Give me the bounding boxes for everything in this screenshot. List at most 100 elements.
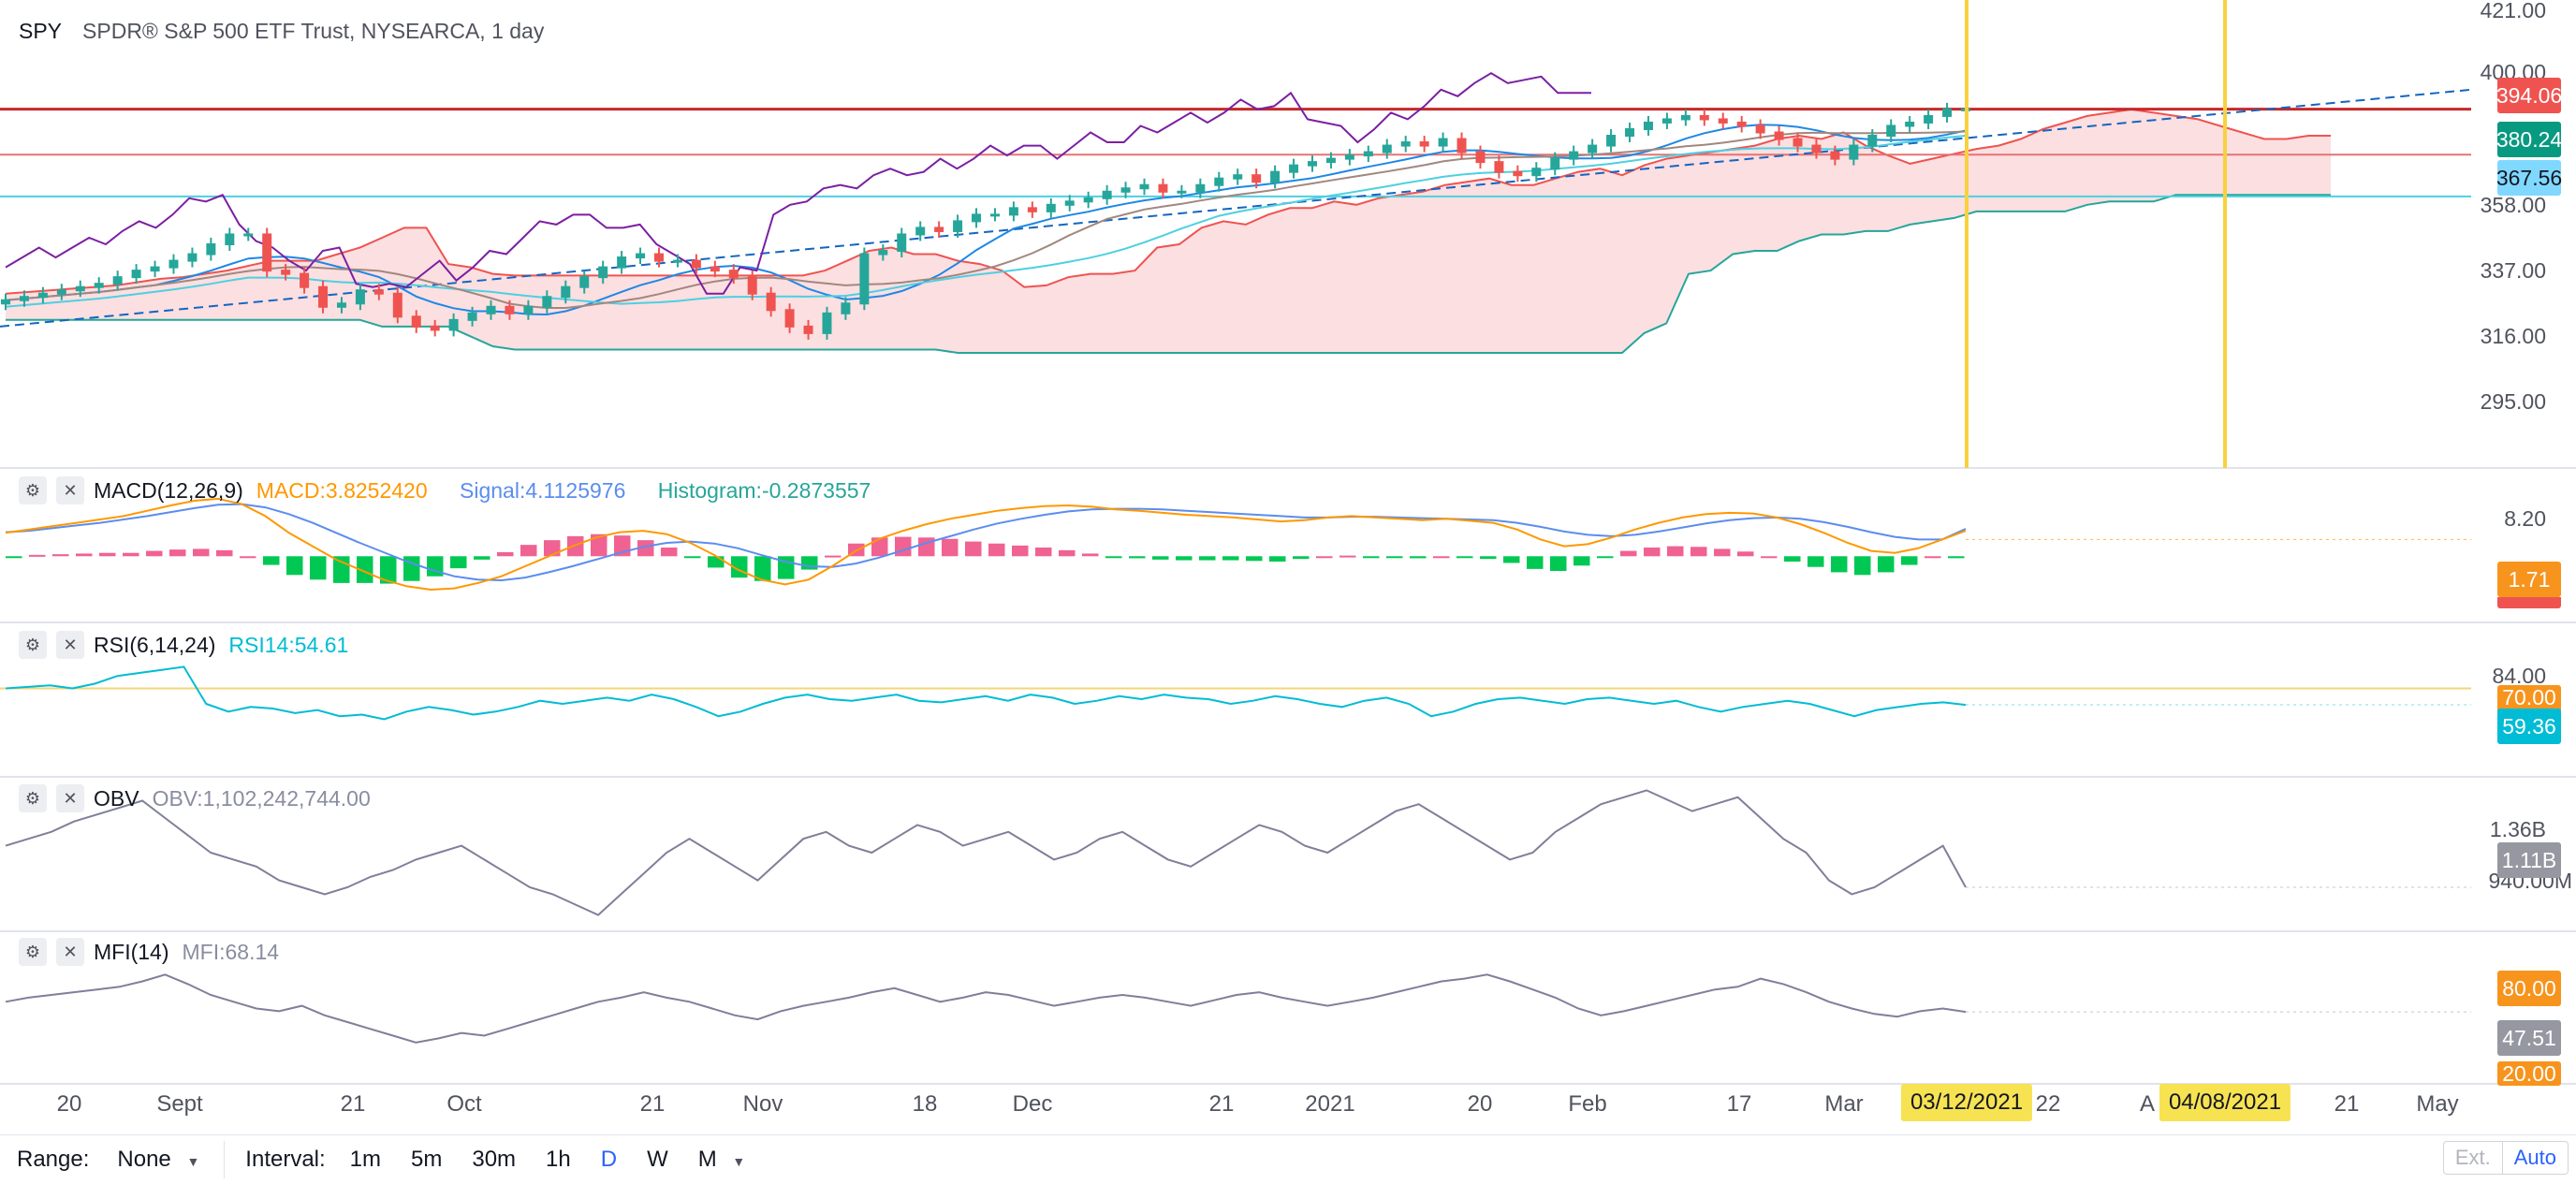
histogram-bar [146,550,163,557]
histogram-bar [1246,556,1263,562]
candle-body [915,227,926,236]
histogram-bar [661,548,678,557]
symbol-description: SPDR® S&P 500 ETF Trust, NYSEARCA, 1 day [82,19,545,43]
histogram-bar [1854,556,1871,576]
candle-body [300,272,310,288]
candle-body [1905,121,1915,127]
candle-body [1942,108,1953,117]
candle-body [1363,151,1373,157]
candle-body [1419,141,1429,147]
macd-value: MACD:3.8252420 [256,477,428,503]
mfi-title: MFI(14) [94,939,169,964]
candle-body [467,312,477,321]
histogram-bar [1550,556,1567,571]
histogram-bar [286,556,303,576]
histogram-bar [6,556,22,559]
close-icon[interactable]: ✕ [56,938,84,966]
histogram-bar [99,552,116,557]
time-tick: 20 [56,1091,82,1117]
candle-body [542,296,552,308]
histogram-bar [684,556,701,559]
histogram-bar [380,556,397,584]
interval-w[interactable]: W [647,1147,668,1172]
time-tick: 17 [1726,1091,1752,1117]
ma-fast-line [5,124,1967,316]
time-tick: 21 [1208,1091,1235,1117]
candle-body [1755,124,1765,134]
time-tick: Oct [446,1091,482,1117]
interval-m-label: M [697,1147,717,1172]
time-tick: 21 [639,1091,666,1117]
interval-30m[interactable]: 30m [472,1147,517,1172]
histogram-bar [1105,556,1122,559]
candle-body [1550,157,1560,170]
histogram-bar [520,545,537,557]
time-tick: 22 [2035,1091,2061,1117]
candle-body [822,312,832,334]
close-icon[interactable]: ✕ [56,784,84,812]
histogram-bar [474,556,490,560]
histogram-bar [637,540,654,557]
histogram-bar [1129,556,1146,559]
histogram-bar [1925,556,1941,559]
symbol: SPY [19,19,63,43]
candle-body [112,276,123,285]
histogram-bar [1082,553,1099,557]
rsi-legend: ⚙ ✕ RSI(6,14,24) RSI14:54.61 [19,631,374,659]
interval-5m[interactable]: 5m [411,1147,443,1172]
interval-1h[interactable]: 1h [546,1147,571,1172]
candle-body [1680,114,1690,121]
histogram-bar [1784,556,1801,562]
histogram-bar [754,556,771,581]
ext-button[interactable]: Ext. [2444,1142,2503,1174]
candle-body [1027,207,1037,212]
candle-body [617,256,627,269]
interval-d[interactable]: D [600,1147,618,1172]
obv-title: OBV [94,785,139,811]
ma-slow-line [5,130,1967,309]
candle-body [1064,200,1075,206]
histogram-bar [965,541,982,557]
settings-icon[interactable]: ⚙ [19,476,47,504]
candle-body [841,302,851,314]
interval-1m[interactable]: 1m [349,1147,382,1172]
candle-body [672,259,682,263]
histogram-bar [216,549,233,557]
price-tick: 421.00 [2480,0,2546,22]
histogram-bar [1222,556,1239,561]
histogram-bar [1363,556,1380,559]
candle-body [1,299,10,305]
chevron-down-icon: ▼ [732,1154,746,1169]
histogram-bar [1480,556,1497,560]
settings-icon[interactable]: ⚙ [19,784,47,812]
histogram-bar [1948,556,1965,559]
auto-button[interactable]: Auto [2513,1146,2556,1169]
candle-body [1830,151,1840,160]
time-tick: 21 [2334,1091,2360,1117]
histogram-bar [1035,548,1052,557]
settings-icon[interactable]: ⚙ [19,631,47,659]
interval-m[interactable]: M ▼ [698,1147,746,1173]
time-tick: 21 [340,1091,366,1117]
macd-signal-marker [2497,597,2561,608]
settings-icon[interactable]: ⚙ [19,938,47,966]
chart-canvas[interactable] [0,0,2576,1134]
histogram-bar [76,553,93,557]
cloud-span-a [5,108,2331,295]
candle-body [1083,197,1093,203]
toolbar-divider [224,1141,226,1178]
range-dropdown[interactable]: None ▼ [117,1147,199,1173]
histogram-bar [240,556,256,559]
close-icon[interactable]: ✕ [56,476,84,504]
close-icon[interactable]: ✕ [56,631,84,659]
candle-body [897,233,907,253]
cloud-span-b [6,194,2331,354]
main-legend: SPY SPDR® S&P 500 ETF Trust, NYSEARCA, 1… [19,19,544,44]
mfi-legend: ⚙ ✕ MFI(14) MFI:68.14 [19,938,305,966]
histogram-bar [1620,550,1637,557]
candle-body [1606,135,1617,147]
chevron-down-icon: ▼ [186,1154,200,1169]
candle-body [1774,131,1784,140]
price-tick: 316.00 [2480,324,2546,348]
histogram-bar [942,538,959,557]
